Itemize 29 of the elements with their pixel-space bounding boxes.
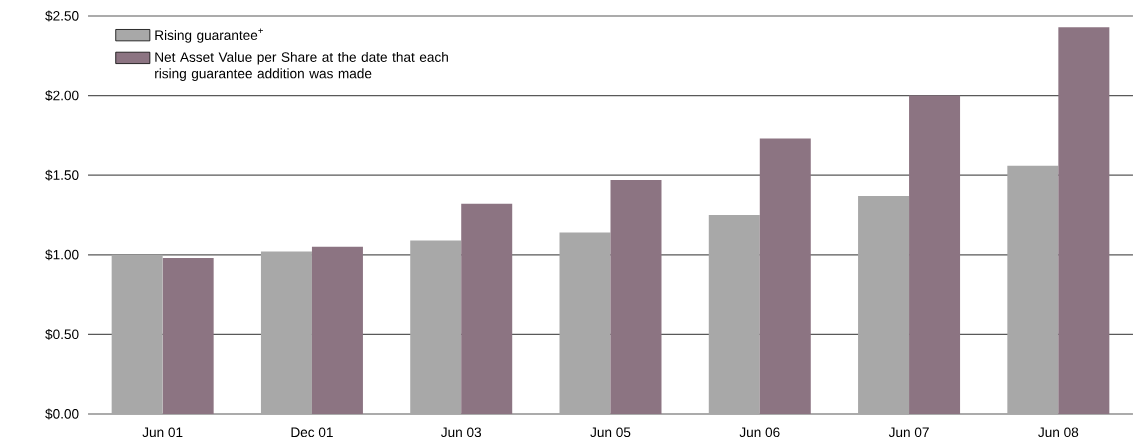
y-tick-label: $0.00: [45, 408, 79, 420]
x-tick-label: Jun 01: [142, 427, 183, 438]
bar: [260, 251, 312, 414]
bar: [1007, 165, 1059, 414]
bar: [708, 214, 760, 414]
y-tick-label: $1.50: [45, 169, 79, 181]
bar: [311, 246, 363, 414]
y-tick-label: $2.50: [45, 10, 79, 22]
x-tick-label: Jun 08: [1038, 427, 1079, 438]
legend-label: Net Asset Value per Share at the date that each rising guarantee addition was made: [155, 51, 448, 82]
bar: [909, 95, 961, 414]
y-tick-label: $1.00: [45, 249, 79, 261]
bar: [858, 195, 910, 414]
bar: [759, 138, 811, 414]
bar: [559, 232, 611, 414]
y-tick-label: $2.00: [45, 90, 79, 102]
bar: [1058, 27, 1110, 414]
x-tick-label: Jun 03: [441, 427, 482, 438]
x-tick-label: Jun 07: [888, 427, 929, 438]
bar: [410, 240, 462, 414]
x-tick-label: Dec 01: [291, 427, 333, 438]
legend-label: Rising guarantee$^{+}$: [155, 28, 263, 43]
bar: [610, 179, 662, 414]
bar: [162, 257, 214, 414]
x-tick-label: Jun 05: [590, 427, 631, 438]
bar: [111, 254, 163, 414]
x-tick-label: Jun 06: [739, 427, 780, 438]
bar: [461, 203, 513, 414]
y-tick-label: $0.50: [45, 328, 79, 340]
